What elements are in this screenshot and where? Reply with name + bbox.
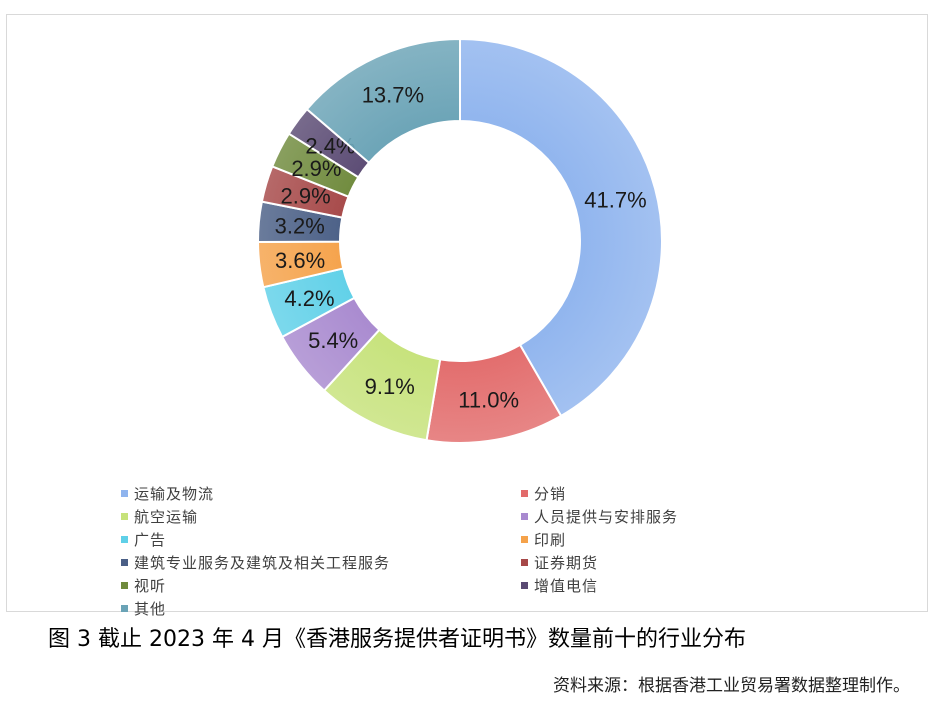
legend-label-11: 其他 xyxy=(134,600,167,618)
legend-swatch-7 xyxy=(121,559,128,566)
legend-label-8: 证券期货 xyxy=(534,554,599,572)
slice-label-6: 3.6% xyxy=(275,248,325,273)
legend-item-9: 视听 xyxy=(121,577,166,595)
legend-item-2: 分销 xyxy=(521,485,566,503)
legend-label-4: 人员提供与安排服务 xyxy=(534,508,679,526)
slice-label-11: 13.7% xyxy=(362,83,424,108)
legend-item-10: 增值电信 xyxy=(521,577,598,595)
legend-item-7: 建筑专业服务及建筑及相关工程服务 xyxy=(121,554,390,572)
slice-label-3: 9.1% xyxy=(365,374,415,399)
legend-item-6: 印刷 xyxy=(521,531,566,549)
legend-swatch-8 xyxy=(521,559,528,566)
legend-swatch-6 xyxy=(521,536,528,543)
legend: 运输及物流 分销航空运输 人员提供与安排服务广告 印刷建筑专业服务及建筑及相关工程服务… xyxy=(7,485,929,618)
legend-label-7: 建筑专业服务及建筑及相关工程服务 xyxy=(134,554,391,572)
donut-slice-1 xyxy=(459,37,663,418)
legend-label-3: 航空运输 xyxy=(134,508,199,526)
slice-label-8: 2.9% xyxy=(281,183,331,208)
donut-slice-11 xyxy=(305,37,461,165)
source-note: 资料来源：根据香港工业贸易署数据整理制作。 xyxy=(553,676,910,696)
legend-item-1: 运输及物流 xyxy=(121,485,214,503)
legend-label-2: 分销 xyxy=(534,485,567,503)
legend-label-6: 印刷 xyxy=(534,531,567,549)
legend-label-1: 运输及物流 xyxy=(134,485,215,503)
legend-label-9: 视听 xyxy=(134,577,167,595)
legend-item-5: 广告 xyxy=(121,531,166,549)
slice-label-4: 5.4% xyxy=(308,328,358,353)
legend-swatch-3 xyxy=(121,513,128,520)
donut-chart: 41.7%11.0%9.1%5.4%4.2%3.6%3.2%2.9%2.9%2.… xyxy=(256,37,663,444)
legend-label-10: 增值电信 xyxy=(534,577,599,595)
legend-item-4: 人员提供与安排服务 xyxy=(521,508,678,526)
slice-label-2: 11.0% xyxy=(458,387,519,412)
legend-swatch-1 xyxy=(121,490,128,497)
figure-caption: 图 3 截止 2023 年 4 月《香港服务提供者证明书》数量前十的行业分布 xyxy=(48,627,746,652)
slice-label-7: 3.2% xyxy=(275,214,325,239)
legend-swatch-11 xyxy=(121,605,128,612)
legend-swatch-9 xyxy=(121,582,128,589)
legend-swatch-5 xyxy=(121,536,128,543)
slice-label-5: 4.2% xyxy=(284,286,334,311)
legend-item-11: 其他 xyxy=(121,600,166,618)
legend-item-3: 航空运输 xyxy=(121,508,198,526)
legend-item-8: 证券期货 xyxy=(521,554,598,572)
legend-swatch-4 xyxy=(521,513,528,520)
legend-label-5: 广告 xyxy=(134,531,167,549)
legend-swatch-2 xyxy=(521,490,528,497)
legend-swatch-10 xyxy=(521,582,528,589)
chart-frame: 41.7% 11.0% 9.1% 5.4% 4.2% 3.6% 3.2% 2.9% 2.9% 2.… xyxy=(6,14,929,618)
slice-label-1: 41.7% xyxy=(584,187,646,212)
